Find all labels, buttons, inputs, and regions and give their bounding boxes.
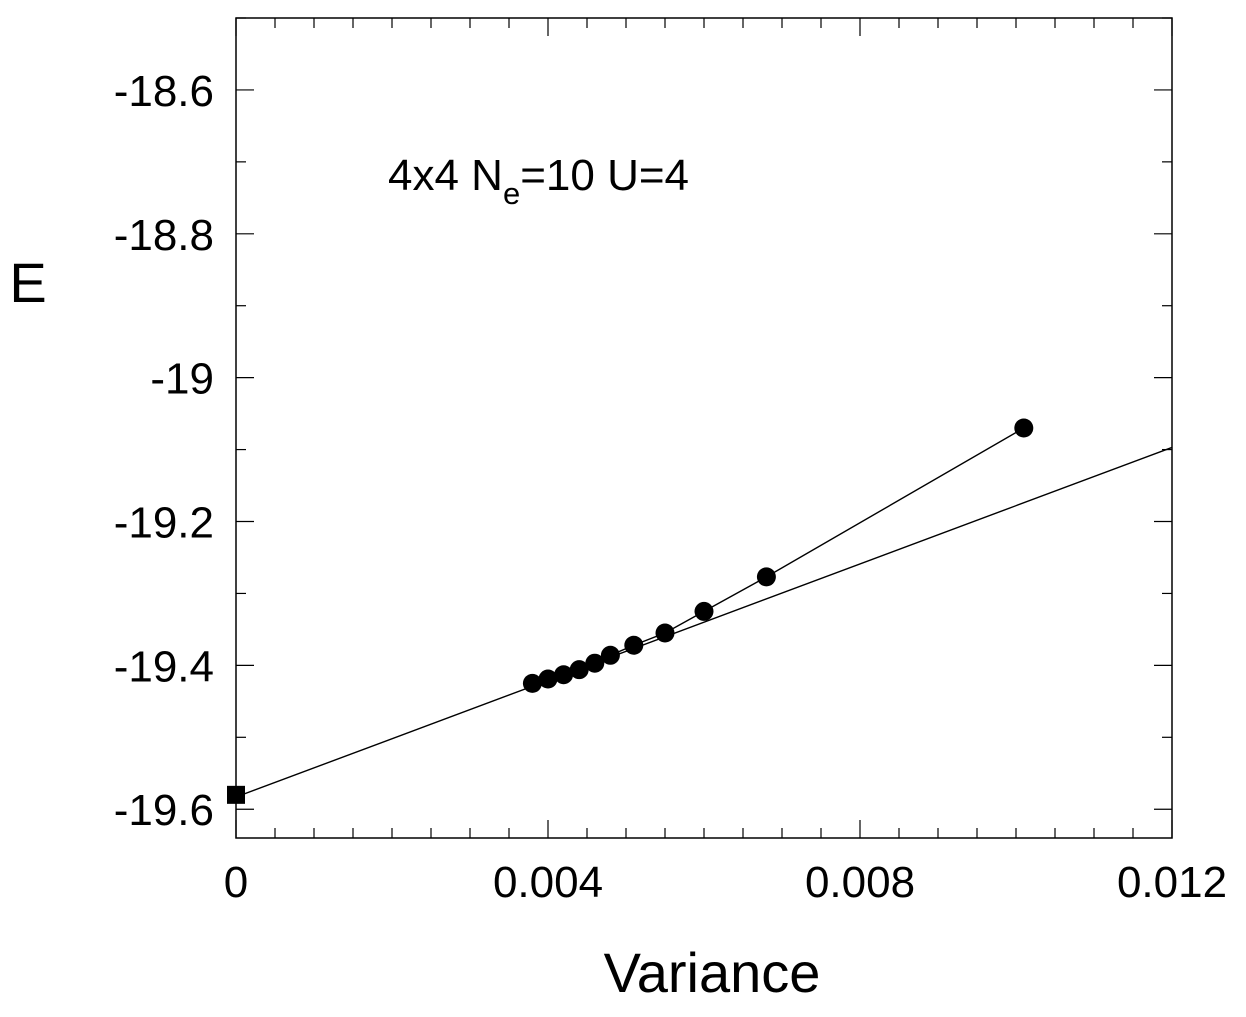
data-point xyxy=(624,635,644,655)
fit-line xyxy=(235,446,1173,798)
y-tick-label: -18.6 xyxy=(114,67,214,116)
annotation-rest: =10 U=4 xyxy=(520,151,689,200)
data-point xyxy=(585,653,605,673)
data-point xyxy=(655,623,675,643)
data-point xyxy=(569,660,589,680)
series-group xyxy=(227,418,1034,804)
annotation-subscript: e xyxy=(503,176,520,211)
ticks xyxy=(235,17,1173,838)
x-tick-labels: 0 0.004 0.008 0.012 xyxy=(224,858,1227,907)
data-point xyxy=(522,673,542,693)
data-point xyxy=(694,601,714,621)
fit-line-group xyxy=(235,446,1173,798)
y-tick-label: -19.6 xyxy=(114,786,214,835)
data-point xyxy=(1014,418,1034,438)
x-axis-title: Variance xyxy=(604,941,821,1004)
x-tick-label: 0.008 xyxy=(805,858,915,907)
data-point xyxy=(538,669,558,689)
data-point-square xyxy=(227,785,245,804)
y-axis-title: E xyxy=(9,251,46,314)
y-tick-labels: -18.6 -18.8 -19 -19.2 -19.4 -19.6 xyxy=(114,67,214,835)
annotation-main: 4x4 N xyxy=(388,151,503,200)
annotation-text: 4x4 Ne=10 U=4 xyxy=(388,151,689,211)
x-tick-label: 0.012 xyxy=(1117,858,1227,907)
x-tick-label: 0.004 xyxy=(493,858,603,907)
data-point xyxy=(600,645,620,665)
data-point xyxy=(554,665,574,685)
x-tick-label: 0 xyxy=(224,858,248,907)
y-tick-label: -19 xyxy=(150,355,214,404)
y-tick-label: -19.4 xyxy=(114,642,214,691)
series-line xyxy=(532,427,1025,685)
y-tick-label: -19.2 xyxy=(114,499,214,548)
y-tick-label: -18.8 xyxy=(114,211,214,260)
data-point xyxy=(756,567,776,587)
